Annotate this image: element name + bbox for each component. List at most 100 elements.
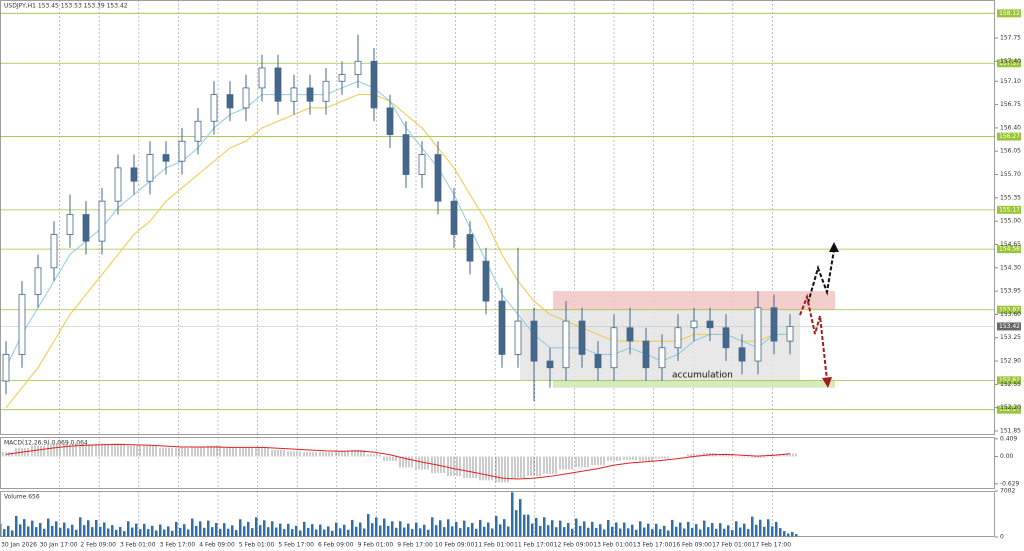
candle-body [482, 260, 490, 302]
moving-average [5, 94, 790, 409]
x-tick-label: 11 Feb 01:00 [475, 542, 515, 549]
pane-frame [0, 0, 995, 435]
y-tick-label: 0.409 [1000, 435, 1017, 442]
volume-bar [499, 524, 502, 537]
volume-bar [279, 523, 282, 537]
volume-bar [787, 533, 790, 537]
volume-bar [391, 521, 394, 537]
volume-bar [247, 521, 250, 537]
volume-bar [251, 528, 254, 537]
candle-body [322, 80, 330, 102]
volume-bar [519, 499, 522, 537]
volume-bar [419, 528, 422, 537]
volume-bar [111, 525, 114, 537]
volume-bar [115, 529, 118, 537]
volume-bar [543, 517, 546, 537]
volume-bar [351, 519, 354, 537]
volume-bar [43, 528, 46, 537]
volume-bar [211, 527, 214, 537]
candle-body [130, 167, 138, 182]
volume-bar [475, 528, 478, 537]
candle-body [274, 67, 282, 102]
x-tick-label: 30 Jan 2026 [1, 542, 37, 549]
y-tick-label: 154.30 [1000, 264, 1021, 271]
volume-bar [331, 530, 334, 537]
x-tick-label: 13 Feb 01:00 [593, 542, 633, 549]
candle-body [178, 140, 186, 162]
volume-bar [635, 529, 638, 537]
volume-bar [223, 523, 226, 537]
volume-bar [659, 529, 662, 537]
volume-bar [187, 529, 190, 537]
volume-bar [775, 521, 778, 537]
volume-bar [707, 527, 710, 537]
candle-body [418, 154, 426, 175]
volume-bar [451, 526, 454, 537]
volume-bar [155, 530, 158, 537]
candle-body [578, 320, 586, 355]
volume-bar [363, 528, 366, 537]
volume-bar [343, 524, 346, 537]
volume-bar [687, 521, 690, 537]
level-label: 158.12 [999, 10, 1020, 17]
volume-bar [479, 519, 482, 537]
y-tick-label: 157.75 [1000, 34, 1021, 41]
level-label: 155.17 [999, 206, 1020, 213]
volume-bar [151, 525, 154, 537]
candle-body [562, 320, 570, 369]
y-tick-label: 7002 [1000, 488, 1015, 495]
volume-bar [427, 529, 430, 537]
volume-bar [771, 526, 774, 537]
volume-bar [679, 522, 682, 537]
volume-bar [547, 525, 550, 537]
pane-title: USDJPY,H1 153.45 153.53 153.39 153.42 [4, 3, 128, 10]
volume-bar [167, 526, 170, 537]
zone [553, 380, 835, 388]
volume-bar [599, 524, 602, 537]
candle-body [402, 134, 410, 175]
volume-bar [579, 525, 582, 537]
candle-body [18, 294, 26, 355]
volume-bar [495, 515, 498, 537]
candle-body [114, 167, 122, 202]
volume-bar [739, 527, 742, 537]
volume-bar [607, 519, 610, 537]
volume-bar [767, 519, 770, 537]
volume-bar [87, 520, 90, 537]
x-tick-label: 9 Feb 01:00 [358, 542, 394, 549]
pane-title: Volume 656 [4, 494, 40, 501]
candle-body [34, 267, 42, 295]
x-tick-label: 17 Feb 01:00 [712, 542, 752, 549]
level-label-bg [997, 405, 1021, 414]
volume-bar [783, 531, 786, 537]
volume-bar [79, 517, 82, 537]
volume-bar [559, 520, 562, 537]
y-tick-label: -0.629 [1000, 480, 1020, 487]
annotation: accumulation [672, 371, 733, 381]
volume-bar [795, 534, 798, 537]
volume-bar [35, 527, 38, 537]
volume-bar [95, 519, 98, 537]
volume-bar [459, 528, 462, 537]
volume-bar [699, 529, 702, 537]
volume-bar [447, 519, 450, 537]
x-tick-label: 6 Feb 09:00 [318, 542, 354, 549]
bearish-arrow [799, 293, 828, 381]
y-tick-label: 156.05 [1000, 148, 1021, 155]
volume-bar [471, 523, 474, 537]
volume-bar [159, 524, 162, 537]
volume-bar [443, 527, 446, 537]
volume-bar [735, 521, 738, 537]
y-tick-label: 153.25 [1000, 334, 1021, 341]
candle-body [306, 87, 314, 102]
volume-bar [711, 523, 714, 537]
volume-bar [55, 521, 58, 537]
volume-bar [295, 525, 298, 537]
volume-bar [231, 525, 234, 537]
volume-bar [531, 523, 534, 537]
pane-frame [0, 491, 995, 537]
volume-bar [675, 526, 678, 537]
candle-body [546, 360, 554, 369]
volume-bar [267, 527, 270, 537]
level-label-bg [997, 245, 1021, 254]
